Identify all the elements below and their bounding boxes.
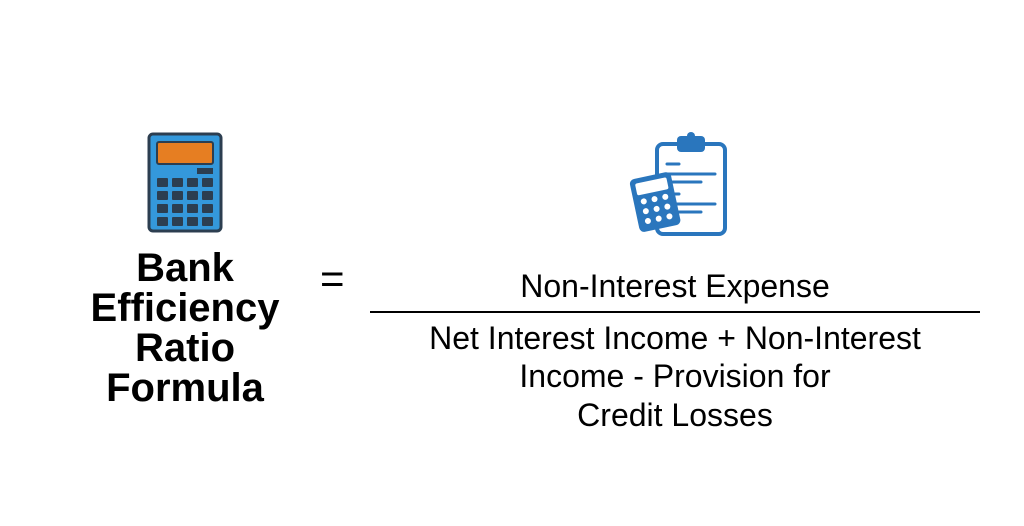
fraction-denominator: Net Interest Income + Non-Interest Incom… xyxy=(370,319,980,434)
fraction-line xyxy=(370,311,980,313)
title-line-3: Ratio xyxy=(60,328,310,368)
formula-canvas: Bank Efficiency Ratio Formula = xyxy=(0,0,1024,526)
denominator-line-3: Credit Losses xyxy=(370,396,980,434)
title-line-4: Formula xyxy=(60,368,310,408)
title-line-2: Efficiency xyxy=(60,288,310,328)
clipboard-calculator-icon xyxy=(615,130,735,250)
denominator-line-1: Net Interest Income + Non-Interest xyxy=(370,319,980,357)
equals-sign: = xyxy=(320,255,345,303)
formula-title: Bank Efficiency Ratio Formula xyxy=(60,248,310,408)
title-line-1: Bank xyxy=(60,248,310,288)
left-block: Bank Efficiency Ratio Formula xyxy=(60,130,310,408)
denominator-line-2: Income - Provision for xyxy=(370,357,980,395)
fraction: Non-Interest Expense Net Interest Income… xyxy=(370,130,980,434)
fraction-numerator: Non-Interest Expense xyxy=(370,268,980,305)
calculator-icon xyxy=(145,130,225,240)
